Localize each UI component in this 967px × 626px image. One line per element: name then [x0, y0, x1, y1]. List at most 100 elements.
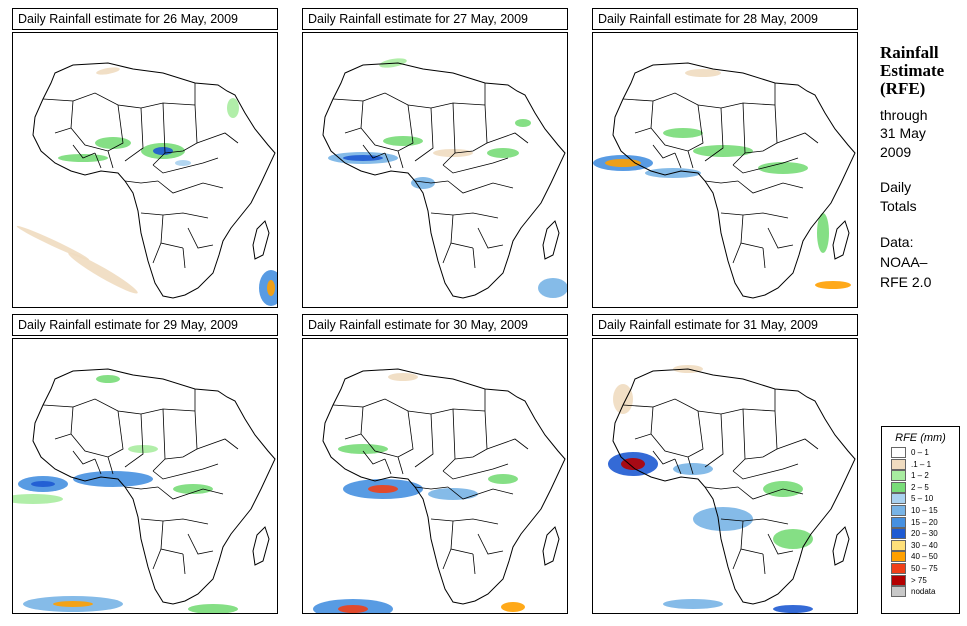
country-border — [650, 410, 704, 458]
rainfall-area — [338, 605, 368, 613]
rainfall-map — [302, 32, 568, 308]
rainfall-map — [12, 32, 278, 308]
country-border — [42, 404, 74, 440]
country-border — [687, 150, 694, 169]
country-border — [442, 157, 509, 174]
map-panel-30-may: Daily Rainfall estimate for 30 May, 2009 — [302, 314, 570, 614]
country-border — [450, 520, 474, 555]
rainfall-area — [175, 160, 191, 166]
country-border — [442, 548, 452, 570]
country-border — [70, 410, 124, 458]
legend-title: RFE (mm) — [895, 432, 946, 444]
legend-swatch — [891, 447, 906, 458]
country-border — [187, 227, 214, 249]
country-border — [332, 404, 364, 440]
legend-label: 20 – 30 — [911, 529, 938, 539]
country-border — [182, 247, 186, 269]
rainfall-area — [673, 463, 713, 475]
caption-date: 31 May 2009 — [880, 124, 965, 162]
country-border — [152, 463, 219, 480]
legend-swatch — [891, 504, 906, 516]
panel-title: Daily Rainfall estimate for 30 May, 2009 — [302, 314, 568, 336]
country-border — [652, 398, 722, 415]
rainfall-area — [95, 137, 131, 149]
rainfall-area — [613, 384, 633, 414]
legend-item: 0 – 1 — [882, 447, 959, 459]
rainfall-area — [68, 252, 138, 294]
country-border — [157, 180, 189, 194]
legend-swatch — [891, 458, 906, 470]
coastline — [612, 368, 856, 605]
panel-title: Daily Rainfall estimate for 28 May, 2009 — [592, 8, 858, 30]
legend-label: 2 – 5 — [911, 482, 929, 492]
legend-item: .1 – 1 — [882, 458, 959, 471]
madagascar-outline — [252, 526, 270, 566]
country-border — [107, 150, 114, 169]
country-border — [94, 152, 102, 169]
country-border — [397, 456, 404, 475]
country-border — [362, 92, 432, 109]
legend-label: .1 – 1 — [911, 459, 932, 469]
country-border — [196, 132, 239, 144]
country-border — [732, 157, 799, 174]
caption-totals: Daily Totals — [880, 178, 965, 216]
legend-label: > 75 — [911, 575, 927, 585]
country-border — [160, 520, 184, 555]
country-border — [622, 98, 654, 134]
country-border — [164, 104, 198, 154]
country-border — [767, 533, 794, 555]
country-border — [477, 488, 514, 495]
rainfall-map — [592, 32, 858, 308]
rainfall-area — [433, 149, 473, 157]
country-border — [152, 242, 162, 264]
country-border — [732, 463, 799, 480]
legend-label: 1 – 2 — [911, 471, 929, 481]
legend-item: 5 – 10 — [882, 493, 959, 505]
country-border — [472, 247, 476, 269]
country-border — [767, 227, 794, 249]
country-border — [160, 214, 184, 249]
country-border — [187, 182, 224, 189]
rainfall-area — [383, 136, 423, 146]
country-border — [332, 98, 364, 134]
caption-totals-line: Totals — [880, 198, 917, 214]
country-border — [652, 144, 676, 159]
rainfall-area — [368, 485, 398, 493]
rainfall-map — [592, 338, 858, 614]
country-border — [164, 410, 198, 460]
legend-item: 1 – 2 — [882, 470, 959, 482]
legend-swatch — [891, 528, 906, 540]
country-border — [732, 242, 742, 264]
rainfall-area — [173, 484, 213, 494]
rainfall-area — [73, 471, 153, 487]
rainfall-area — [663, 128, 703, 138]
map-panel-27-may: Daily Rainfall estimate for 27 May, 2009 — [302, 8, 570, 308]
country-border — [124, 107, 144, 162]
country-border — [477, 182, 514, 189]
country-border — [140, 408, 196, 415]
country-border — [776, 132, 819, 144]
caption-totals-line: Daily — [880, 179, 912, 195]
map-panel-28-may: Daily Rainfall estimate for 28 May, 2009 — [592, 8, 860, 308]
country-border — [652, 92, 722, 109]
rainfall-area — [96, 375, 120, 383]
country-border — [740, 214, 764, 249]
country-border — [187, 533, 214, 555]
country-border — [732, 548, 742, 570]
country-border — [72, 398, 142, 415]
country-border — [124, 180, 159, 184]
legend-item: 15 – 20 — [882, 516, 959, 529]
legend-label: 30 – 40 — [911, 540, 938, 550]
country-border — [124, 413, 144, 468]
country-border — [362, 450, 386, 465]
legend-item: 10 – 15 — [882, 504, 959, 517]
country-border — [384, 152, 392, 169]
caption-title-line: Estimate — [880, 61, 945, 80]
country-border — [182, 553, 186, 575]
panel-title: Daily Rainfall estimate for 26 May, 2009 — [12, 8, 278, 30]
legend-item: 50 – 75 — [882, 562, 959, 575]
country-border — [447, 486, 479, 500]
rainfall-area — [411, 177, 435, 189]
country-border — [477, 227, 504, 249]
country-border — [767, 182, 804, 189]
